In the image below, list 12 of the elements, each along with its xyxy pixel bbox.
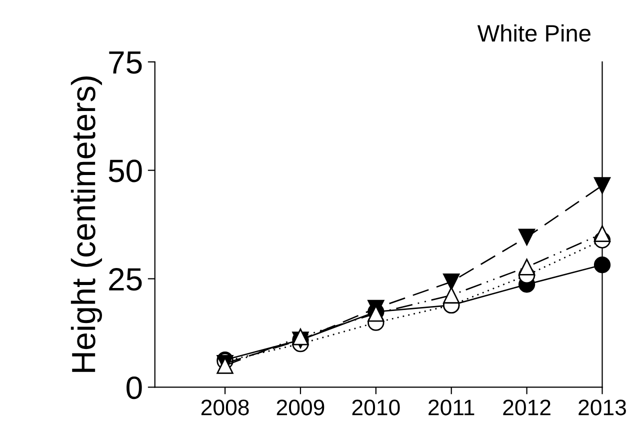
x-tick-label: 2010: [352, 400, 400, 416]
x-tick-label: 2013: [578, 400, 626, 416]
chart-title: White Pine: [477, 24, 590, 42]
x-tick-label: 2008: [201, 400, 249, 416]
x-tick-label: 2011: [428, 400, 474, 416]
x-tick-label: 2009: [276, 400, 324, 416]
y-axis-title: Height (centimeters): [70, 76, 102, 372]
x-tick-label: 2012: [503, 400, 550, 416]
y-tick-label: 75: [109, 51, 142, 74]
y-tick-label: 50: [108, 160, 142, 182]
y-tick-label: 25: [109, 268, 142, 291]
y-tick-label: 0: [126, 376, 142, 400]
